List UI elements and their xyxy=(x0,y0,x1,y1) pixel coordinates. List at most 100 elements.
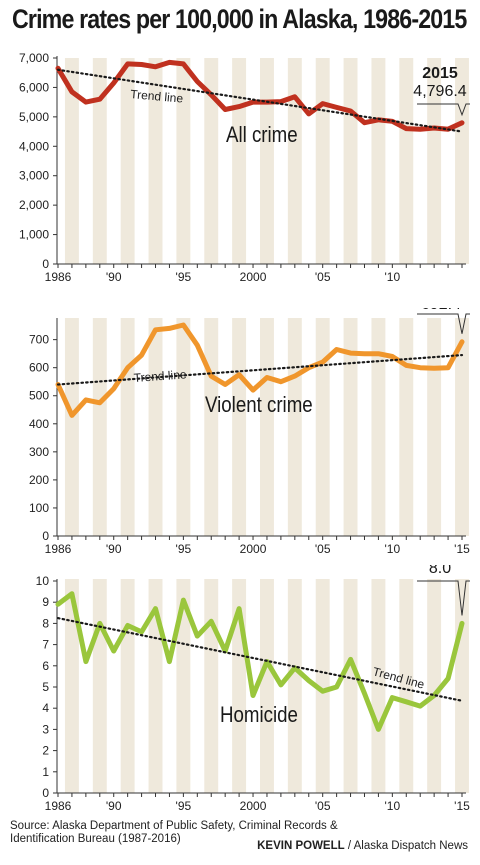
y-tick-label: 200 xyxy=(29,473,49,487)
year-stripe xyxy=(204,579,219,793)
year-stripe xyxy=(176,318,191,536)
year-stripe xyxy=(427,318,442,536)
x-tick-label: '15 xyxy=(454,542,470,556)
year-stripe xyxy=(64,579,79,793)
year-stripe xyxy=(64,58,79,264)
year-stripe xyxy=(204,58,219,264)
year-stripe xyxy=(343,579,358,793)
year-stripe xyxy=(343,58,358,264)
x-tick-label: '05 xyxy=(315,799,331,813)
y-tick-label: 6 xyxy=(42,659,49,673)
year-stripe xyxy=(427,579,442,793)
annotation-value: 8.0 xyxy=(429,565,451,577)
chart-title: Crime rates per 100,000 in Alaska, 1986-… xyxy=(12,4,467,34)
year-stripe xyxy=(64,318,79,536)
x-tick-label: '90 xyxy=(106,799,122,813)
year-stripe xyxy=(371,579,386,793)
trend-line xyxy=(56,68,464,133)
x-tick-label: 2000 xyxy=(240,799,267,813)
year-stripe xyxy=(260,58,274,264)
year-stripe xyxy=(176,579,191,793)
year-stripe xyxy=(120,58,135,264)
x-tick-label: '05 xyxy=(315,542,331,556)
y-tick-label: 100 xyxy=(29,501,49,515)
x-tick-label: 1986 xyxy=(45,799,72,813)
source-note: Source: Alaska Department of Public Safe… xyxy=(10,820,338,845)
year-stripe xyxy=(287,318,302,536)
trend-line xyxy=(56,353,464,386)
year-stripe xyxy=(399,318,414,536)
year-stripe xyxy=(176,58,191,264)
year-stripe xyxy=(371,318,386,536)
x-tick-label: '10 xyxy=(385,270,401,284)
annotation-year: 2015 xyxy=(422,65,458,82)
x-tick-label: '90 xyxy=(106,542,122,556)
y-tick-label: 6,000 xyxy=(19,80,49,94)
panel-title: Homicide xyxy=(220,704,298,728)
year-stripe xyxy=(92,579,107,793)
year-stripe xyxy=(92,58,107,264)
y-tick-label: 2,000 xyxy=(19,198,49,212)
credit-line: KEVIN POWELL / Alaska Dispatch News xyxy=(257,840,468,852)
y-tick-label: 4,000 xyxy=(19,139,49,153)
year-stripe xyxy=(232,58,247,264)
x-tick-label: '05 xyxy=(315,270,331,284)
credit-author: KEVIN POWELL xyxy=(257,840,345,852)
year-stripe xyxy=(315,579,330,793)
trend-line-label: Trend line xyxy=(133,367,187,385)
year-stripe xyxy=(260,579,274,793)
series-line xyxy=(55,591,465,732)
year-stripe xyxy=(427,58,442,264)
y-tick-label: 0 xyxy=(42,529,49,543)
y-tick-label: 1 xyxy=(42,765,49,779)
y-tick-label: 7,000 xyxy=(19,51,49,65)
year-stripe xyxy=(92,318,107,536)
y-tick-label: 0 xyxy=(42,786,49,800)
year-stripe xyxy=(287,579,302,793)
x-tick-label: 1986 xyxy=(45,270,72,284)
y-tick-label: 2 xyxy=(42,744,49,758)
y-tick-label: 9 xyxy=(42,595,49,609)
y-tick-label: 3,000 xyxy=(19,169,49,183)
year-stripe xyxy=(399,579,414,793)
year-stripe xyxy=(204,318,219,536)
year-stripe xyxy=(287,58,302,264)
year-stripe xyxy=(148,318,163,536)
y-tick-label: 3 xyxy=(42,722,49,736)
annotation-callout xyxy=(417,103,470,117)
year-stripe xyxy=(399,58,414,264)
year-stripe xyxy=(455,58,469,264)
year-stripe xyxy=(455,318,469,536)
y-tick-label: 500 xyxy=(29,389,49,403)
x-tick-label: 2000 xyxy=(240,542,267,556)
y-tick-label: 400 xyxy=(29,417,49,431)
year-stripe xyxy=(315,58,330,264)
annotation-callout xyxy=(417,313,470,334)
x-tick-label: '10 xyxy=(385,799,401,813)
y-tick-label: 5,000 xyxy=(19,110,49,124)
x-tick-label: '90 xyxy=(106,270,122,284)
y-tick-label: 600 xyxy=(29,361,49,375)
series-line xyxy=(55,322,465,418)
year-stripe xyxy=(120,318,135,536)
x-tick-label: '95 xyxy=(176,270,192,284)
panel-title: All crime xyxy=(226,124,298,148)
year-stripe xyxy=(148,579,163,793)
year-stripe xyxy=(148,58,163,264)
year-stripe xyxy=(371,58,386,264)
x-tick-label: '95 xyxy=(176,799,192,813)
y-tick-label: 10 xyxy=(36,574,50,588)
trend-line-label: Trend line xyxy=(130,87,184,106)
y-tick-label: 7 xyxy=(42,638,49,652)
annotation-callout xyxy=(417,580,470,616)
x-tick-label: 1986 xyxy=(45,542,72,556)
violent-crime-panel: 0 100 200 300 400 500 600 700 1986 '90 '95 2000 '05 '… xyxy=(29,308,470,556)
x-tick-label: '10 xyxy=(385,542,401,556)
x-tick-label: '15 xyxy=(454,799,470,813)
year-stripe xyxy=(120,579,135,793)
x-tick-label: 2000 xyxy=(240,270,267,284)
year-stripe xyxy=(315,318,330,536)
x-tick-label: '95 xyxy=(176,542,192,556)
panel-title: Violent crime xyxy=(205,394,313,418)
